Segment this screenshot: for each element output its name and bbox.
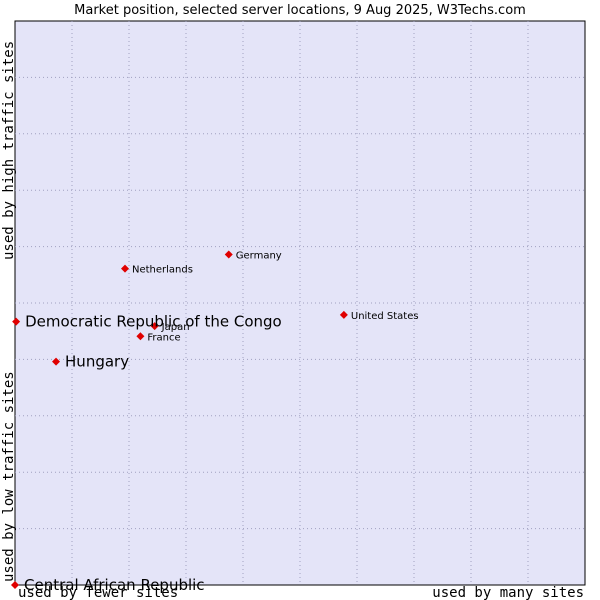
data-point-label: Germany xyxy=(236,250,282,261)
data-point-label: Hungary xyxy=(65,353,129,371)
data-point-marker xyxy=(150,322,159,331)
data-point-label: United States xyxy=(351,311,419,322)
chart-title: Market position, selected server locatio… xyxy=(74,3,526,18)
data-point-marker xyxy=(11,581,19,589)
data-point-marker xyxy=(339,310,348,319)
data-point-marker xyxy=(52,357,61,366)
gridlines xyxy=(15,21,585,585)
data-point-marker xyxy=(224,250,233,259)
data-point-label: Netherlands xyxy=(132,265,193,276)
data-point-marker xyxy=(121,264,130,273)
data-points: United States Germany Netherlands JapanFran… xyxy=(11,250,419,594)
data-point-marker xyxy=(136,332,145,341)
data-point-label: Japan xyxy=(161,322,190,333)
data-point-label: Central African Republic xyxy=(24,576,205,594)
y-axis-label-high: used by high traffic sites xyxy=(1,41,17,260)
x-axis-label-high: used by many sites xyxy=(432,585,584,600)
data-point-label: Democratic Republic of the Congo xyxy=(25,313,282,331)
data-point-label: France xyxy=(147,332,180,343)
y-axis-label-low: used by low traffic sites xyxy=(1,371,17,582)
data-point-marker xyxy=(12,317,21,326)
x-axis-label-low: used by fewer sites xyxy=(18,585,178,600)
